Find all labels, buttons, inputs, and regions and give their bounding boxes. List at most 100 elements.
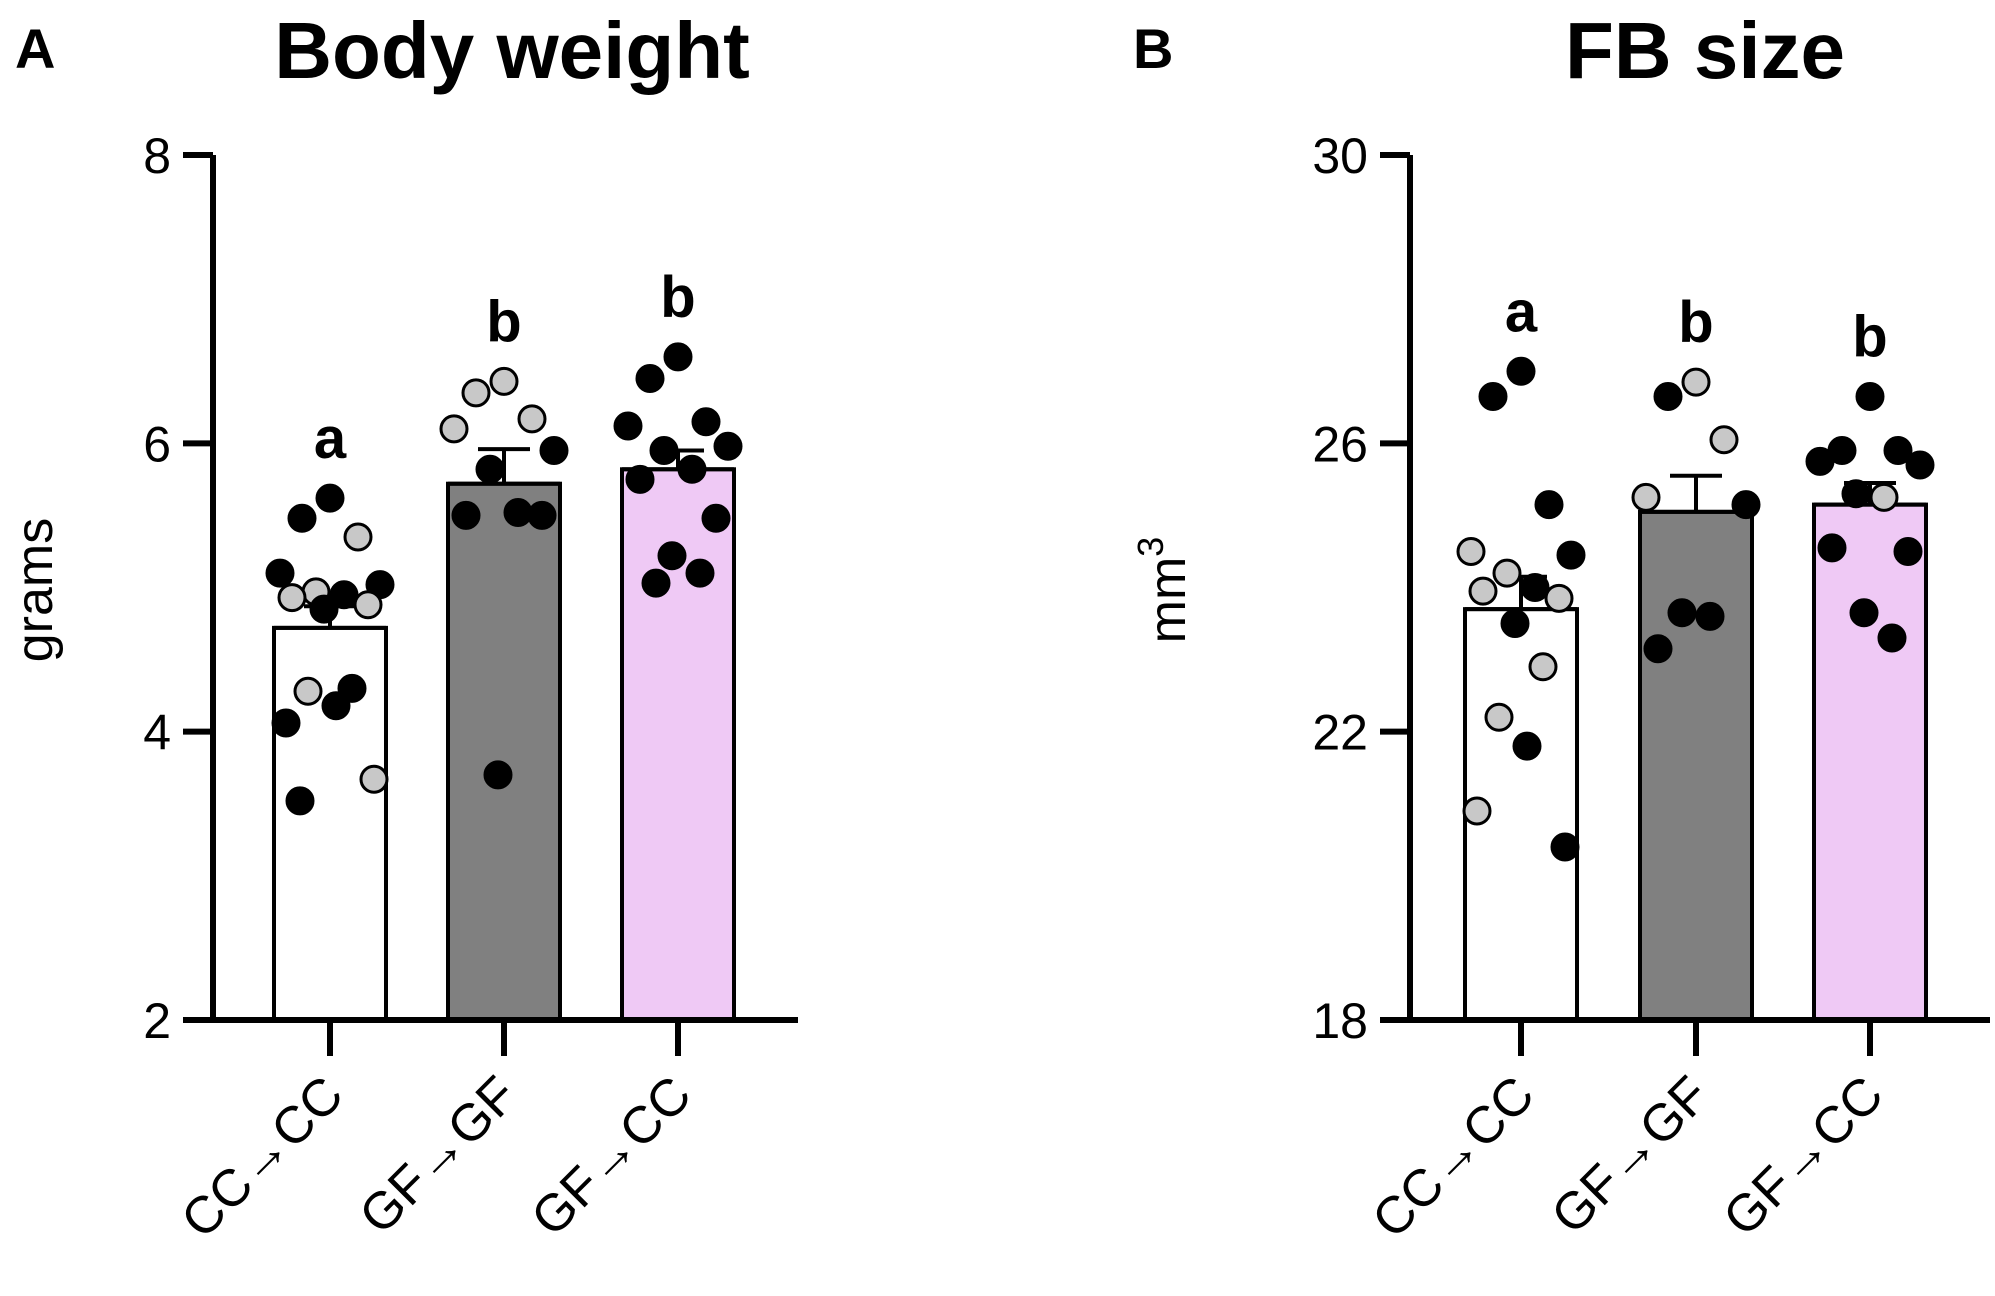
data-point-1-14 [1462, 796, 1492, 826]
data-point-2-10 [483, 760, 513, 790]
x-category-label-3: GF→CC [1713, 1065, 1895, 1247]
data-point-2-2 [461, 378, 491, 408]
data-point-3-10 [657, 541, 687, 571]
data-point-1-4 [265, 558, 295, 588]
x-category-label-3: GF→CC [521, 1065, 703, 1247]
data-point-3-5 [713, 431, 743, 461]
data-point-3-8 [625, 464, 655, 494]
significance-label-3: b [660, 265, 695, 330]
data-point-1-5 [1556, 540, 1586, 570]
data-point-3-12 [641, 568, 671, 598]
data-point-2-3 [1709, 425, 1739, 455]
data-point-3-8 [1817, 533, 1847, 563]
data-point-1-10 [1500, 609, 1530, 639]
significance-label-2: b [486, 289, 521, 354]
y-tick-label-4: 4 [143, 705, 171, 761]
data-point-1-6 [1492, 558, 1522, 588]
data-point-3-4 [613, 411, 643, 441]
data-point-1-12 [293, 676, 323, 706]
significance-label-1: a [1505, 279, 1538, 344]
y-tick-label-8: 8 [143, 128, 171, 184]
significance-label-3: b [1852, 304, 1887, 369]
y-axis-label-b: mm3 [1130, 537, 1197, 644]
data-point-3-9 [1893, 536, 1923, 566]
significance-label-2: b [1678, 290, 1713, 355]
data-point-1-1 [315, 483, 345, 513]
x-category-label-1: CC→CC [1361, 1065, 1545, 1249]
data-point-1-15 [359, 764, 389, 794]
y-tick-label-30: 30 [1312, 128, 1368, 184]
y-tick-label-6: 6 [143, 416, 171, 472]
data-point-3-7 [1869, 482, 1899, 512]
data-point-1-13 [321, 691, 351, 721]
data-point-3-3 [1883, 436, 1913, 466]
significance-label-1: a [314, 406, 347, 471]
data-point-1-7 [329, 580, 359, 610]
bar-1 [272, 625, 388, 1022]
data-point-3-9 [701, 503, 731, 533]
x-category-label-1: CC→CC [170, 1065, 354, 1249]
data-point-3-4 [1805, 446, 1835, 476]
data-point-2-4 [439, 414, 469, 444]
data-point-2-8 [1643, 634, 1673, 664]
data-point-3-10 [1849, 598, 1879, 628]
y-axis-label-a: grams [6, 518, 64, 662]
y-axis-label-text-b: mm [1139, 557, 1197, 644]
data-point-3-11 [1877, 623, 1907, 653]
x-category-label-2: GF→GF [1541, 1065, 1721, 1245]
data-point-1-15 [1550, 832, 1580, 862]
data-point-3-2 [635, 363, 665, 393]
x-category-label-2: GF→GF [349, 1065, 529, 1245]
y-axis-label-text-a: grams [6, 518, 64, 662]
bar-3 [1812, 502, 1928, 1022]
data-point-1-10 [309, 594, 339, 624]
data-point-2-1 [489, 366, 519, 396]
data-point-3-1 [663, 342, 693, 372]
data-point-1-4 [1456, 536, 1486, 566]
data-point-1-9 [353, 590, 383, 620]
data-point-1-7 [1520, 573, 1550, 602]
chart-title-b: FB size [1565, 6, 1845, 95]
data-point-3-11 [685, 558, 715, 588]
data-point-1-9 [1544, 583, 1574, 613]
data-point-2-4 [1631, 482, 1661, 512]
data-point-3-6 [649, 436, 679, 466]
panel-letter-a: A [15, 17, 55, 80]
data-point-1-16 [285, 786, 315, 816]
data-point-1-1 [1506, 356, 1536, 386]
data-point-3-5 [1905, 450, 1935, 480]
data-point-2-5 [1731, 490, 1761, 520]
data-point-1-2 [1478, 381, 1508, 411]
data-point-1-3 [343, 522, 373, 552]
data-point-3-1 [1855, 381, 1885, 411]
data-point-3-3 [691, 407, 721, 437]
data-point-2-7 [1695, 601, 1725, 631]
data-point-1-13 [1512, 731, 1542, 761]
data-point-1-8 [1468, 576, 1498, 606]
data-point-2-6 [475, 454, 505, 484]
data-point-1-14 [271, 708, 301, 738]
data-point-1-8 [277, 583, 307, 613]
data-point-1-12 [1484, 702, 1514, 732]
y-axis-label-superscript-b: 3 [1130, 537, 1171, 557]
data-point-2-2 [1653, 381, 1683, 411]
data-point-1-3 [1534, 490, 1564, 520]
data-point-2-3 [517, 404, 547, 434]
data-point-2-8 [451, 500, 481, 530]
data-point-2-9 [527, 500, 557, 530]
y-tick-label-22: 22 [1312, 705, 1368, 761]
data-point-1-2 [287, 503, 317, 533]
data-point-1-11 [1528, 652, 1558, 682]
panel-letter-b: B [1133, 17, 1173, 80]
data-point-3-6 [1841, 479, 1871, 509]
bar-2 [446, 481, 562, 1022]
y-tick-label-18: 18 [1312, 993, 1368, 1049]
y-tick-label-2: 2 [143, 993, 171, 1049]
data-point-2-1 [1681, 367, 1711, 397]
chart-title-a: Body weight [274, 6, 750, 95]
data-point-3-7 [677, 454, 707, 484]
data-point-2-7 [503, 498, 533, 528]
